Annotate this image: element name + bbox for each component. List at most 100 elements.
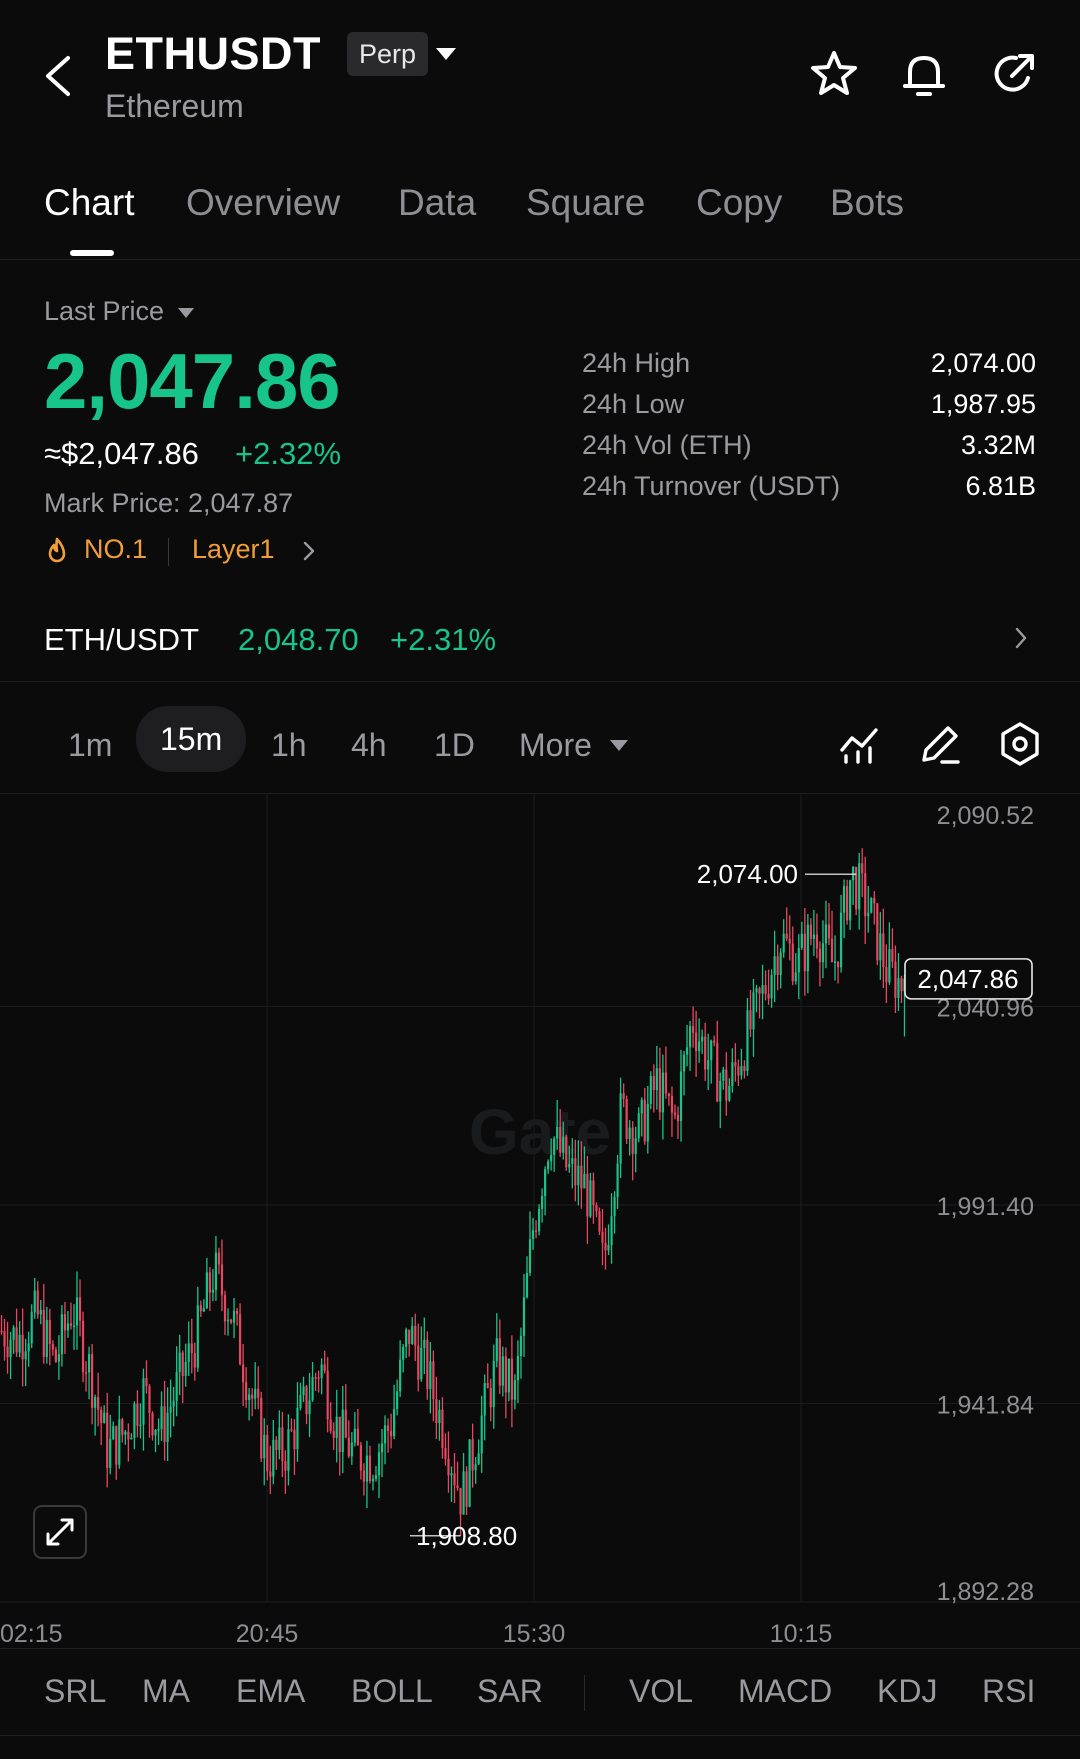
draw-pen-icon[interactable]	[916, 720, 964, 768]
candle-body	[571, 1158, 574, 1164]
stat-row-volume: 24h Vol (ETH) 3.32M	[582, 430, 1036, 471]
back-arrow-icon[interactable]	[40, 52, 80, 100]
candle-body	[879, 933, 882, 961]
expand-chart-button[interactable]	[33, 1505, 87, 1559]
chevron-down-icon[interactable]	[436, 48, 456, 60]
candle-body	[190, 1343, 193, 1354]
candle-body	[130, 1437, 133, 1440]
candle-body	[776, 956, 779, 976]
settings-hex-icon[interactable]	[996, 720, 1044, 768]
candle-body	[193, 1353, 196, 1368]
candle-body	[208, 1272, 211, 1293]
candle-body	[746, 1010, 749, 1071]
indicator-ma[interactable]: MA	[142, 1673, 190, 1709]
rank-tag: NO.1	[84, 534, 148, 564]
indicator-macd[interactable]: MACD	[738, 1673, 833, 1709]
candle-body	[673, 1112, 677, 1115]
candle-body	[15, 1327, 18, 1353]
interval-1m[interactable]: 1m	[68, 727, 113, 763]
candle-body	[761, 985, 764, 994]
candle-body	[151, 1413, 154, 1436]
candle-body	[477, 1453, 480, 1465]
tab-square[interactable]: Square	[526, 182, 646, 223]
candle-body	[861, 863, 864, 874]
candle-body	[115, 1426, 118, 1465]
interval-4h[interactable]: 4h	[351, 727, 387, 763]
indicator-icon[interactable]	[836, 720, 884, 768]
indicator-srl[interactable]: SRL	[44, 1673, 107, 1709]
chevron-right-icon[interactable]	[1012, 624, 1030, 652]
candle-body	[175, 1371, 178, 1401]
interval-1h[interactable]: 1h	[271, 727, 307, 763]
tab-copy[interactable]: Copy	[696, 182, 783, 223]
interval-more[interactable]: More	[519, 727, 592, 763]
tab-bots[interactable]: Bots	[830, 182, 905, 223]
last-price-label[interactable]: Last Price	[44, 296, 165, 326]
indicator-boll[interactable]: BOLL	[351, 1673, 433, 1709]
candle-body	[731, 1062, 734, 1086]
tab-data[interactable]: Data	[398, 182, 477, 223]
candle-body	[867, 912, 870, 917]
candle-body	[764, 985, 767, 995]
interval-15m[interactable]: 15m	[136, 706, 247, 772]
star-icon[interactable]	[808, 48, 860, 100]
candle-body	[773, 956, 776, 975]
candle-body	[121, 1419, 124, 1435]
candle-body	[897, 978, 900, 998]
tab-overview[interactable]: Overview	[186, 182, 341, 223]
candle-body	[719, 1080, 722, 1102]
candle-body	[465, 1471, 468, 1507]
share-icon[interactable]	[988, 48, 1040, 100]
candle-body	[670, 1096, 674, 1113]
category-tag[interactable]: Layer1	[192, 534, 275, 564]
candle-body	[81, 1320, 85, 1373]
expand-icon[interactable]	[46, 1518, 74, 1546]
candle-body	[601, 1231, 604, 1243]
candle-body	[238, 1314, 242, 1365]
candle-body	[359, 1445, 362, 1471]
candle-body	[701, 1036, 704, 1042]
candle-body	[876, 903, 879, 961]
candle-body	[145, 1378, 148, 1387]
candle-body	[414, 1326, 417, 1346]
candle-body	[646, 1103, 649, 1142]
candlestick-chart[interactable]: Gate 2,090.52 2,040.96 1,991.40 1,941.84 1,8…	[0, 794, 1080, 1648]
bell-icon[interactable]	[898, 48, 950, 100]
header: ETHUSDT Perp Ethereum	[0, 0, 1080, 150]
candle-body	[335, 1416, 338, 1438]
indicator-rsi[interactable]: RSI	[982, 1673, 1036, 1709]
candle-body	[12, 1327, 15, 1340]
candle-body	[652, 1075, 655, 1091]
candle-body	[181, 1352, 184, 1376]
candle-body	[299, 1395, 302, 1409]
chevron-right-icon[interactable]	[300, 540, 318, 562]
candle-body	[142, 1378, 145, 1425]
candle-body	[788, 938, 791, 944]
candle-body	[51, 1344, 54, 1350]
interval-1d[interactable]: 1D	[434, 727, 475, 763]
candle-body	[248, 1394, 251, 1400]
low-marker-label: 1,908.80	[416, 1521, 517, 1551]
chevron-down-icon[interactable]	[610, 740, 628, 751]
candle-body	[377, 1452, 381, 1476]
candle-body	[21, 1334, 24, 1360]
candle-body	[368, 1455, 372, 1482]
spot-pair-row[interactable]: ETH/USDT 2,048.70 +2.31%	[0, 610, 1080, 682]
chart-canvas[interactable]: Gate 2,090.522,040.961,991.401,941.841,8…	[0, 794, 1080, 1648]
candle-body	[163, 1406, 166, 1443]
candle-body	[456, 1485, 459, 1489]
tab-chart[interactable]: Chart	[44, 182, 135, 223]
indicator-ema[interactable]: EMA	[236, 1673, 306, 1709]
candle-body	[842, 886, 846, 913]
candle-body	[846, 886, 849, 921]
indicator-kdj[interactable]: KDJ	[877, 1673, 938, 1709]
indicator-sar[interactable]: SAR	[477, 1673, 543, 1709]
candle-body	[809, 924, 812, 939]
candle-body	[136, 1403, 139, 1426]
candle-body	[308, 1400, 311, 1415]
candle-body	[550, 1154, 553, 1162]
contract-type-badge: Perp	[347, 32, 429, 76]
candle-body	[94, 1397, 97, 1408]
chevron-down-icon[interactable]	[178, 308, 194, 318]
indicator-vol[interactable]: VOL	[629, 1673, 694, 1709]
